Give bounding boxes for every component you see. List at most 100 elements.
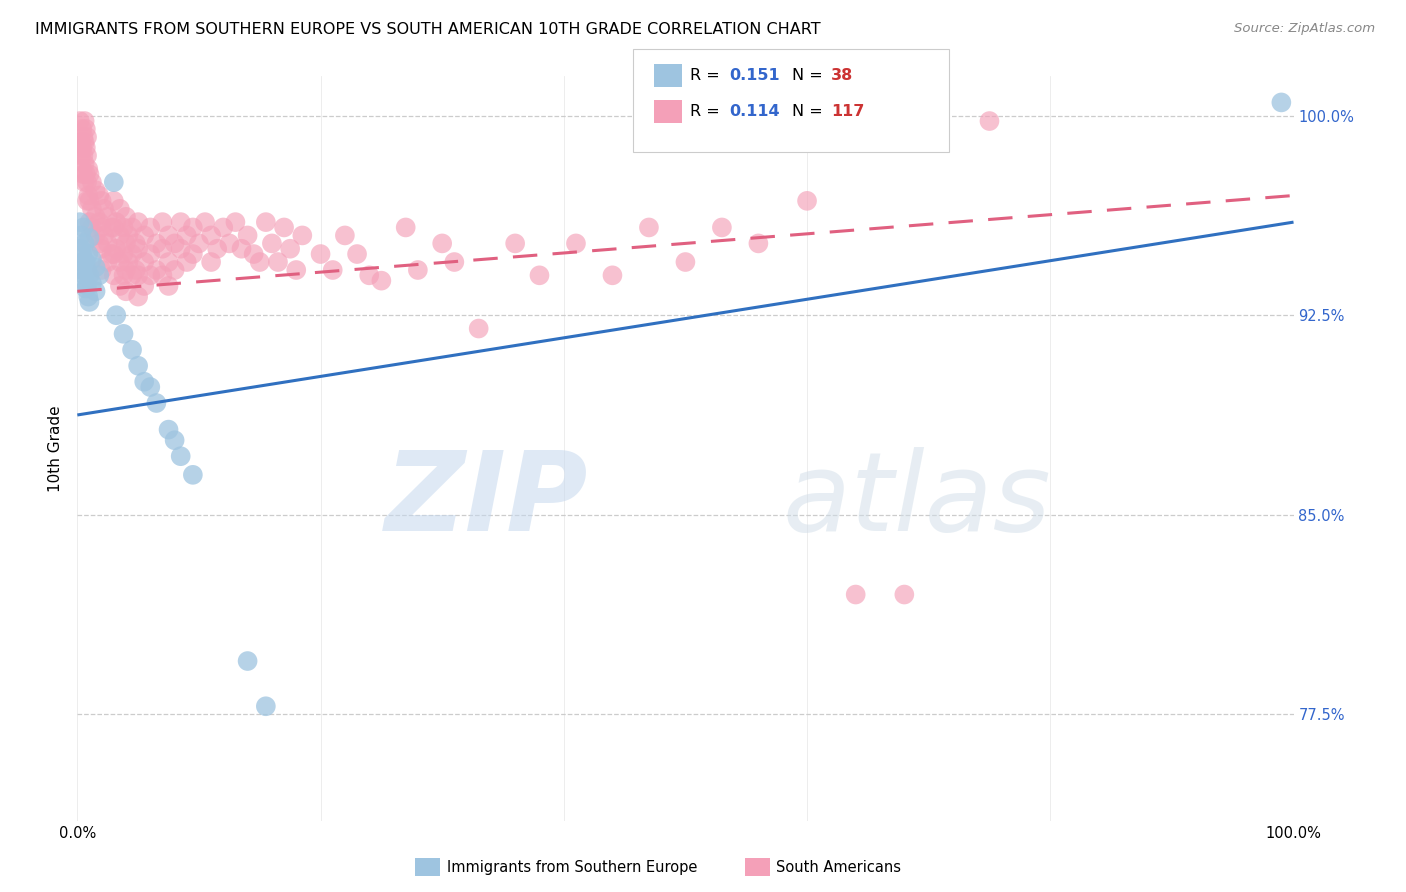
Point	[157, 423, 180, 437]
Point	[503, 236, 526, 251]
Point	[188, 236, 211, 251]
Point	[108, 255, 131, 269]
Point	[79, 231, 101, 245]
Point	[134, 228, 156, 243]
Point	[602, 268, 624, 283]
Point	[152, 268, 174, 283]
Point	[205, 242, 228, 256]
Point	[291, 228, 314, 243]
Point	[125, 236, 148, 251]
Point	[443, 255, 465, 269]
Point	[212, 220, 235, 235]
Point	[139, 268, 162, 283]
Point	[105, 308, 128, 322]
Point	[73, 236, 96, 251]
Text: R =: R =	[690, 69, 720, 83]
Point	[115, 285, 138, 299]
Point	[84, 183, 107, 197]
Text: IMMIGRANTS FROM SOUTHERN EUROPE VS SOUTH AMERICAN 10TH GRADE CORRELATION CHART: IMMIGRANTS FROM SOUTHERN EUROPE VS SOUTH…	[35, 22, 821, 37]
Point	[89, 236, 111, 251]
Point	[242, 247, 264, 261]
Point	[115, 263, 138, 277]
Point	[145, 396, 167, 410]
Point	[97, 236, 120, 251]
Point	[121, 268, 143, 283]
Point	[285, 263, 308, 277]
Point	[127, 242, 149, 256]
Point	[70, 136, 93, 150]
Point	[72, 274, 94, 288]
Point	[200, 228, 222, 243]
Point	[218, 236, 240, 251]
Point	[181, 467, 204, 482]
Point	[90, 263, 112, 277]
Point	[112, 220, 135, 235]
Point	[134, 279, 156, 293]
Point	[93, 202, 115, 216]
Text: Source: ZipAtlas.com: Source: ZipAtlas.com	[1234, 22, 1375, 36]
Y-axis label: 10th Grade: 10th Grade	[48, 405, 63, 491]
Text: R =: R =	[690, 104, 720, 119]
Text: atlas: atlas	[783, 447, 1052, 554]
Point	[145, 263, 167, 277]
Text: 38: 38	[831, 69, 853, 83]
Point	[76, 148, 98, 162]
Point	[112, 326, 135, 341]
Point	[529, 268, 551, 283]
Point	[79, 215, 101, 229]
Point	[70, 161, 93, 176]
Point	[127, 290, 149, 304]
Point	[845, 588, 868, 602]
Point	[747, 236, 769, 251]
Point	[103, 268, 125, 283]
Point	[430, 236, 453, 251]
Point	[73, 175, 96, 189]
Point	[72, 255, 94, 269]
Point	[163, 434, 186, 448]
Point	[75, 255, 97, 269]
Point	[84, 285, 107, 299]
Point	[163, 236, 186, 251]
Point	[249, 255, 271, 269]
Point	[72, 167, 94, 181]
Point	[76, 175, 98, 189]
Point	[359, 268, 381, 283]
Point	[152, 215, 174, 229]
Point	[80, 175, 103, 189]
Point	[273, 220, 295, 235]
Point	[200, 255, 222, 269]
Text: N =: N =	[792, 104, 823, 119]
Point	[80, 202, 103, 216]
Point	[181, 247, 204, 261]
Point	[70, 263, 93, 277]
Point	[127, 359, 149, 373]
Point	[170, 242, 193, 256]
Point	[70, 122, 93, 136]
Point	[121, 343, 143, 357]
Text: 117: 117	[831, 104, 865, 119]
Point	[115, 236, 138, 251]
Text: 0.114: 0.114	[730, 104, 780, 119]
Point	[103, 194, 125, 208]
Point	[77, 161, 100, 176]
Point	[70, 141, 93, 155]
Point	[76, 279, 98, 293]
Point	[76, 130, 98, 145]
Point	[69, 215, 91, 229]
Point	[84, 260, 107, 275]
Point	[125, 263, 148, 277]
Point	[75, 282, 97, 296]
Point	[134, 255, 156, 269]
Point	[139, 247, 162, 261]
Point	[80, 277, 103, 291]
Point	[108, 279, 131, 293]
Point	[565, 236, 588, 251]
Point	[105, 215, 128, 229]
Point	[267, 255, 290, 269]
Point	[70, 242, 93, 256]
Point	[194, 215, 217, 229]
Point	[73, 136, 96, 150]
Point	[73, 156, 96, 170]
Point	[467, 321, 489, 335]
Point	[115, 210, 138, 224]
